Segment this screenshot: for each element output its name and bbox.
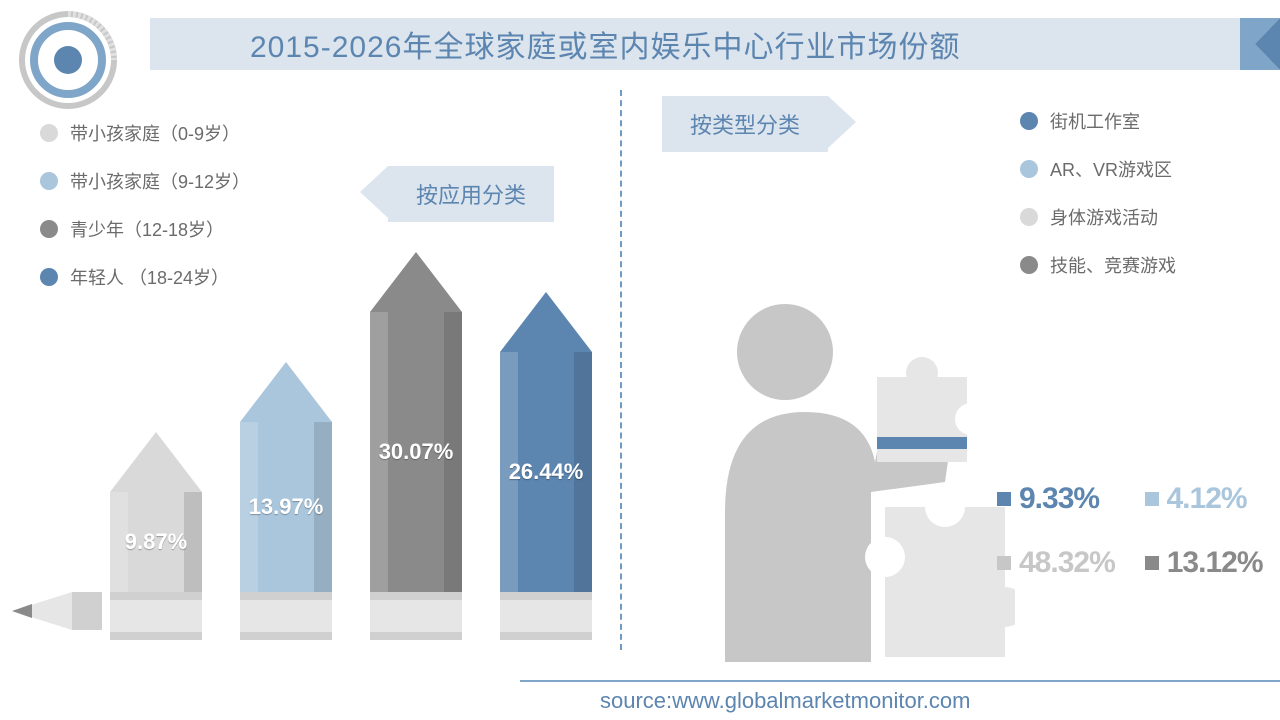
legend-dot-icon (1020, 160, 1038, 178)
type-value-cell: 48.32% (997, 546, 1115, 580)
type-value-label: 48.32% (1019, 546, 1115, 580)
pencil-bar: 9.87% (110, 432, 202, 640)
type-value-row: 48.32% 13.12% (997, 546, 1262, 580)
legend-item: 身体游戏活动 (1020, 204, 1176, 230)
legend-label: 身体游戏活动 (1050, 204, 1158, 230)
pencil-bar: 26.44% (500, 292, 592, 640)
type-value-cell: 9.33% (997, 482, 1115, 516)
logo-target-icon (18, 10, 118, 110)
type-value-cell: 13.12% (1145, 546, 1263, 580)
type-value-marker-icon (997, 556, 1011, 570)
pencil-base-icon (240, 592, 332, 640)
section-label-application: 按应用分类 (388, 166, 554, 222)
legend-item: 带小孩家庭（0-9岁） (40, 120, 250, 146)
type-value-label: 13.12% (1167, 546, 1263, 580)
legend-label: 带小孩家庭（0-9岁） (70, 120, 240, 146)
legend-item: 街机工作室 (1020, 108, 1176, 134)
pencil-tip-icon (110, 432, 202, 492)
footer-text: source:www.globalmarketmonitor.com (600, 688, 970, 714)
pencil-value-label: 30.07% (379, 439, 454, 465)
pencil-bar: 30.07% (370, 252, 462, 640)
pencil-base-icon (500, 592, 592, 640)
type-value-marker-icon (1145, 556, 1159, 570)
legend-dot-icon (40, 172, 58, 190)
legend-dot-icon (1020, 112, 1038, 130)
pencil-lying-tip-icon (12, 588, 102, 634)
footer-source: source:www.globalmarketmonitor.com (520, 680, 1280, 720)
pencil-bar: 13.97% (240, 362, 332, 640)
legend-label: 街机工作室 (1050, 108, 1140, 134)
section-label-type: 按类型分类 (662, 96, 828, 152)
legend-label: 带小孩家庭（9-12岁） (70, 168, 250, 194)
pencil-base-icon (110, 592, 202, 640)
type-value-row: 9.33% 4.12% (997, 482, 1262, 516)
pencil-value-label: 9.87% (125, 529, 187, 555)
legend-dot-icon (40, 124, 58, 142)
pencil-value-label: 13.97% (249, 494, 324, 520)
pencil-bar-chart: 9.87% 13.97% 30.07% 26.44% (40, 220, 600, 640)
type-values-grid: 9.33% 4.12% 48.32% 13.12% (997, 482, 1262, 610)
legend-label: AR、VR游戏区 (1050, 156, 1172, 182)
legend-dot-icon (1020, 208, 1038, 226)
type-value-marker-icon (1145, 492, 1159, 506)
pencil-body: 30.07% (370, 312, 462, 592)
pencil-value-label: 26.44% (509, 459, 584, 485)
page-title: 2015-2026年全球家庭或室内娱乐中心行业市场份额 (250, 22, 960, 66)
type-value-label: 9.33% (1019, 482, 1099, 516)
pencil-body: 26.44% (500, 352, 592, 592)
section-label-text: 按类型分类 (690, 108, 800, 140)
pencil-tip-icon (500, 292, 592, 352)
legend-dot-icon (1020, 256, 1038, 274)
pencil-base-icon (370, 592, 462, 640)
pencil-tip-icon (240, 362, 332, 422)
vertical-divider (620, 90, 622, 650)
section-label-text: 按应用分类 (416, 178, 526, 210)
legend-label: 技能、竞赛游戏 (1050, 252, 1176, 278)
person-puzzle-icon (655, 282, 1015, 662)
pencil-body: 9.87% (110, 492, 202, 592)
pencil-tip-icon (370, 252, 462, 312)
legend-item: 带小孩家庭（9-12岁） (40, 168, 250, 194)
arrow-tail-icon (1240, 18, 1280, 70)
pencil-body: 13.97% (240, 422, 332, 592)
legend-item: AR、VR游戏区 (1020, 156, 1176, 182)
type-value-label: 4.12% (1167, 482, 1247, 516)
header-band: 2015-2026年全球家庭或室内娱乐中心行业市场份额 (150, 18, 1260, 70)
type-legend: 街机工作室 AR、VR游戏区身体游戏活动技能、竞赛游戏 (1020, 108, 1176, 300)
type-value-marker-icon (997, 492, 1011, 506)
legend-item: 技能、竞赛游戏 (1020, 252, 1176, 278)
type-value-cell: 4.12% (1145, 482, 1263, 516)
